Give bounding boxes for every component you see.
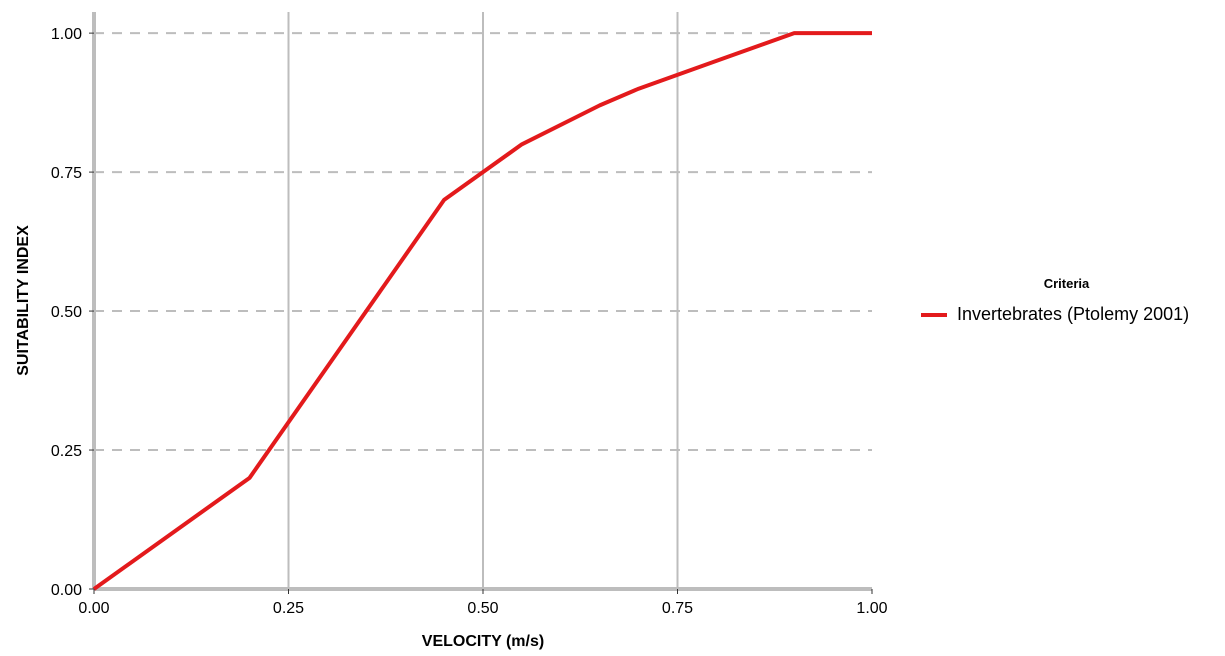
y-tick-label: 1.00 bbox=[51, 26, 82, 43]
y-tick-label: 0.00 bbox=[51, 582, 82, 599]
legend: Criteria Invertebrates (Ptolemy 2001) bbox=[918, 276, 1215, 325]
x-tick-label: 0.00 bbox=[78, 600, 109, 617]
y-tick-label: 0.75 bbox=[51, 165, 82, 182]
y-axis-title: SUITABILITY INDEX bbox=[15, 225, 32, 376]
y-tick-label: 0.50 bbox=[51, 304, 82, 321]
x-tick-label: 0.25 bbox=[273, 600, 304, 617]
series-layer bbox=[92, 31, 872, 591]
x-tick-label: 0.50 bbox=[467, 600, 498, 617]
legend-entry[interactable]: Invertebrates (Ptolemy 2001) bbox=[918, 304, 1215, 325]
legend-title: Criteria bbox=[1043, 276, 1090, 291]
x-tick-label: 1.00 bbox=[856, 600, 887, 617]
legend-label: Invertebrates (Ptolemy 2001) bbox=[957, 304, 1190, 324]
legend-key-swatch bbox=[921, 312, 947, 317]
y-tick-label: 0.25 bbox=[51, 443, 82, 460]
series-line bbox=[92, 31, 872, 591]
grid bbox=[94, 12, 872, 589]
x-tick-label: 0.75 bbox=[662, 600, 693, 617]
x-axis-title: VELOCITY (m/s) bbox=[422, 633, 544, 650]
ticks: 0.00 0.25 0.50 0.75 1.00 0.00 0.25 0.50 0.75 1.00 bbox=[51, 26, 888, 617]
